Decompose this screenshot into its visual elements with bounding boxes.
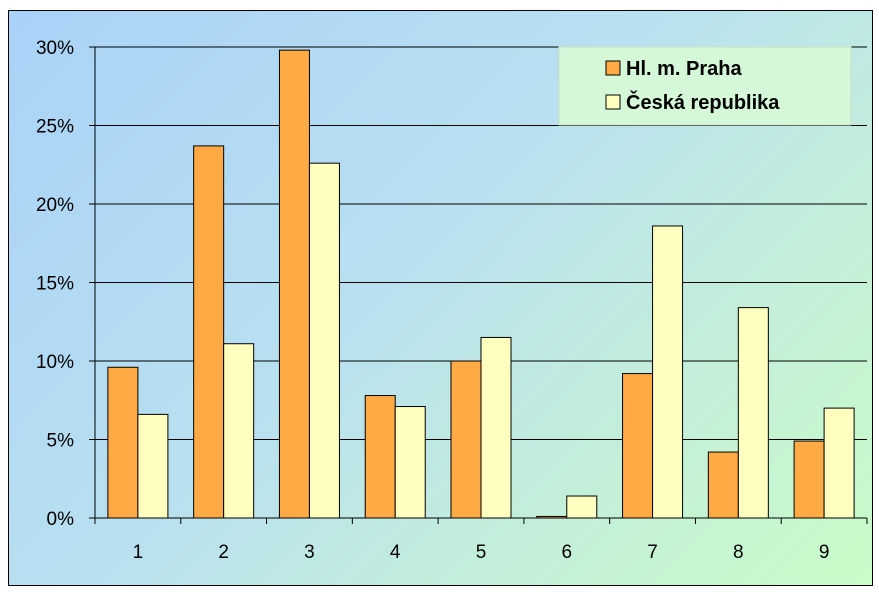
x-tick-label: 6 xyxy=(561,542,572,563)
legend-box xyxy=(558,46,852,126)
bar-series-1-8 xyxy=(707,451,739,519)
legend-label-ceska-republika: Česká republika xyxy=(626,90,780,114)
bar-series-1-7 xyxy=(622,373,654,519)
bar-series-1-6 xyxy=(536,515,568,519)
bar-series-2-4 xyxy=(394,406,426,519)
bar-series-1-1 xyxy=(107,366,139,519)
x-tick-label: 5 xyxy=(476,542,487,563)
bar-series-2-6 xyxy=(566,495,598,519)
bar-series-2-7 xyxy=(652,225,684,519)
bar-series-1-3 xyxy=(278,49,310,519)
bar-series-2-2 xyxy=(223,343,255,519)
y-tick-label: 10% xyxy=(36,352,74,373)
x-tick-label: 9 xyxy=(819,542,830,563)
x-tick-label: 2 xyxy=(218,542,229,563)
x-tick-label: 4 xyxy=(390,542,401,563)
bar-series-2-8 xyxy=(737,307,769,519)
bar-series-1-5 xyxy=(450,360,482,519)
bar-series-2-9 xyxy=(823,407,855,519)
y-tick-label: 15% xyxy=(36,274,74,295)
bar-series-2-1 xyxy=(137,413,169,519)
y-tick-label: 0% xyxy=(47,509,75,530)
y-tick-label: 20% xyxy=(36,195,74,216)
y-tick-label: 30% xyxy=(36,38,74,59)
x-tick-label: 3 xyxy=(304,542,315,563)
legend-swatch-hl-m-praha xyxy=(605,60,621,76)
x-tick-label: 8 xyxy=(733,542,744,563)
bar-series-2-3 xyxy=(308,162,340,519)
legend-swatch-ceska-republika xyxy=(605,94,621,110)
bar-series-1-9 xyxy=(793,440,825,519)
y-tick-label: 5% xyxy=(47,431,75,452)
y-tick-label: 25% xyxy=(36,117,74,138)
x-tick-label: 7 xyxy=(647,542,658,563)
bar-series-1-2 xyxy=(193,145,225,519)
bar-series-2-5 xyxy=(480,336,512,519)
bar-series-1-4 xyxy=(364,395,396,519)
legend: Hl. m. Praha Česká republika xyxy=(558,46,852,126)
legend-label-hl-m-praha: Hl. m. Praha xyxy=(626,58,742,80)
x-tick-label: 1 xyxy=(133,542,144,563)
